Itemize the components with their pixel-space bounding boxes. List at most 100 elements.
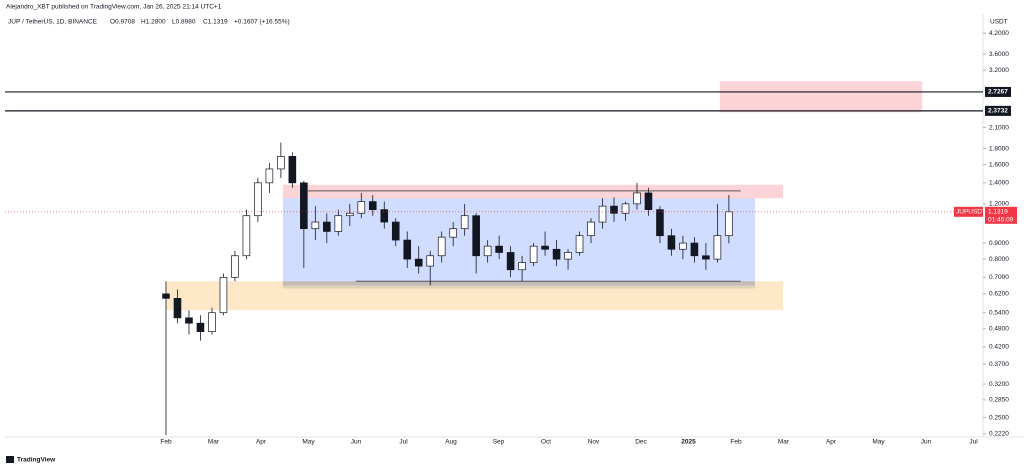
level-label: 2.7267 (988, 89, 1008, 96)
candle-body (162, 293, 170, 299)
x-tick-label: Apr (256, 439, 267, 446)
x-tick-label: Feb (160, 439, 172, 446)
y-tick-label: 0.7000 (989, 274, 1009, 281)
candle-body (403, 239, 412, 260)
change: +0.1607 (+16.55%) (234, 19, 290, 26)
level-tag (985, 86, 1011, 97)
candle-body (529, 245, 538, 263)
candle-body (368, 201, 377, 210)
level-label: 2.3732 (988, 108, 1008, 115)
candle-body (690, 242, 699, 257)
zone (282, 184, 784, 199)
candle-body (621, 203, 630, 214)
price-tag (954, 206, 983, 217)
y-tick-label: 0.3700 (989, 361, 1009, 368)
candle-body (644, 192, 653, 210)
candle-body (449, 228, 457, 238)
candle-body (380, 209, 389, 223)
candle-body (173, 297, 182, 319)
candle-body (633, 192, 641, 205)
x-tick-label: May (872, 439, 885, 446)
candle-body (334, 215, 343, 232)
y-tick-label: 0.6200 (989, 291, 1009, 298)
y-tick-label: 0.5400 (989, 309, 1009, 316)
candle-body (518, 262, 526, 271)
candle-body (610, 205, 618, 214)
ohlc-value: L0.8980 (172, 19, 196, 26)
x-tick-label: Mar (778, 439, 790, 446)
last-price-label: 1.1319 (988, 209, 1008, 216)
candle-body (483, 245, 492, 257)
candle-body (575, 235, 584, 253)
x-tick-label: May (302, 439, 315, 446)
x-tick-label: Apr (826, 439, 837, 446)
candle-body (196, 322, 205, 332)
y-tick-label: 0.3200 (989, 381, 1009, 388)
x-tick-label: Jul (399, 439, 408, 446)
level-tag (985, 105, 1011, 116)
publisher: Alejandro_XBT published on TradingView.c… (6, 4, 222, 11)
candle-body (495, 245, 503, 253)
candle-body (426, 255, 435, 267)
y-tick-label: 1.2000 (989, 201, 1009, 208)
price-tag (985, 206, 1017, 224)
candle-body (713, 235, 722, 260)
y-tick-label: 1.8000 (989, 145, 1009, 152)
candle-body (679, 242, 687, 250)
candle-body (242, 215, 251, 257)
x-tick-label: Jun (921, 439, 932, 446)
x-tick-label: Dec (635, 439, 647, 446)
y-tick-label: 0.2850 (989, 397, 1009, 404)
candle-body (725, 211, 733, 237)
series-name: JUPUSDT (956, 209, 986, 216)
y-tick-label: 0.4800 (989, 325, 1009, 332)
x-tick-label: Mar (208, 439, 220, 446)
candle-body (472, 215, 480, 257)
candle-body (460, 215, 469, 230)
y-tick-label: 0.8000 (989, 256, 1009, 263)
candle-body (564, 252, 572, 260)
candle-body (391, 221, 400, 241)
candle-body (219, 276, 228, 314)
candle-body (323, 221, 331, 232)
unit: USDT (990, 19, 1008, 26)
candle-body (552, 248, 561, 260)
ohlc-value: O0.9708 (110, 19, 135, 26)
ohlc-value: H1.2800 (141, 19, 166, 26)
zone (282, 281, 755, 289)
y-tick-label: 0.2500 (989, 414, 1009, 421)
x-tick-label: Sep (493, 439, 505, 446)
zone (166, 281, 784, 311)
candle-body (437, 236, 446, 257)
candle-body (185, 317, 193, 324)
zone (719, 81, 923, 113)
candle-body (702, 255, 710, 260)
candle-body (311, 221, 320, 230)
candle-body (541, 245, 549, 250)
x-tick-label: Aug (445, 439, 457, 446)
y-tick-label: 0.9000 (989, 240, 1009, 247)
x-tick-label: Jul (969, 439, 978, 446)
countdown: 01:45:09 (988, 217, 1014, 224)
y-tick-label: 0.4200 (989, 344, 1009, 351)
candle-body (506, 252, 515, 271)
y-tick-label: 4.2000 (989, 30, 1009, 37)
candle-body (288, 156, 297, 184)
x-tick-label: 2025 (681, 439, 696, 446)
logo (6, 456, 14, 463)
candle-body (254, 182, 262, 217)
x-tick-label: Jun (351, 439, 362, 446)
symbol: JUP / TetherUS, 1D, BINANCE (8, 19, 98, 26)
candle-body (265, 168, 274, 184)
candle-body (587, 221, 595, 237)
y-tick-label: 1.4000 (989, 180, 1009, 187)
x-tick-label: Oct (541, 439, 551, 446)
x-tick-label: Feb (730, 439, 742, 446)
candle-body (357, 201, 366, 214)
brand: TradingView (17, 457, 56, 464)
candle-body (656, 209, 664, 237)
y-tick-label: 0.2220 (989, 431, 1009, 438)
x-tick-label: Nov (588, 439, 600, 446)
